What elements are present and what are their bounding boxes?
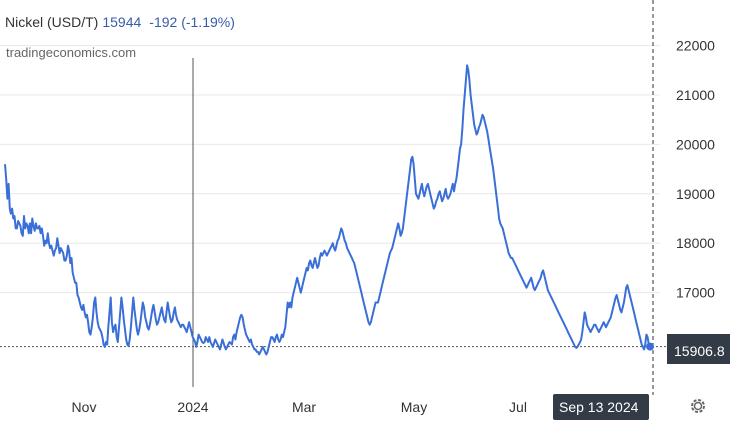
x-tick-label: Nov — [72, 399, 97, 415]
x-tick-label: 2024 — [177, 399, 208, 415]
last-value-dot — [646, 342, 654, 351]
y-tick-label: 19000 — [676, 186, 715, 202]
y-tick-label: 21000 — [676, 87, 715, 103]
gear-icon[interactable] — [691, 399, 705, 413]
source-label: tradingeconomics.com — [6, 45, 137, 60]
instrument-name: Nickel (USD/T) — [5, 14, 99, 30]
y-tick-label: 22000 — [676, 38, 715, 54]
x-tick-label: May — [401, 399, 427, 415]
price-change: -192 (-1.19%) — [149, 14, 235, 30]
x-tick-label: Jul — [509, 399, 527, 415]
last-value-label: 15906.8 — [667, 334, 730, 364]
date-label-text: Sep 13 2024 — [559, 399, 639, 415]
date-label-bg — [553, 394, 649, 420]
y-tick-label: 20000 — [676, 136, 715, 152]
y-tick-label: 18000 — [676, 235, 715, 251]
series-line-nickel — [4, 64, 651, 356]
chart-grid — [0, 45, 660, 294]
y-tick-label: 17000 — [676, 285, 715, 301]
last-value-label-text: 15906.8 — [674, 343, 725, 359]
current-price: 15944 — [102, 14, 142, 30]
last-value-label-bg — [667, 334, 730, 364]
x-tick-label: Mar — [292, 399, 316, 415]
y-axis-ticks: 17000 18000 19000 20000 21000 22000 — [676, 38, 715, 301]
x-axis-ticks: Nov 2024 Mar May Jul — [72, 399, 527, 415]
chart-header: Nickel (USD/T) 15944 -192 (-1.19%) — [5, 14, 235, 30]
date-label: Sep 13 2024 — [553, 394, 649, 420]
